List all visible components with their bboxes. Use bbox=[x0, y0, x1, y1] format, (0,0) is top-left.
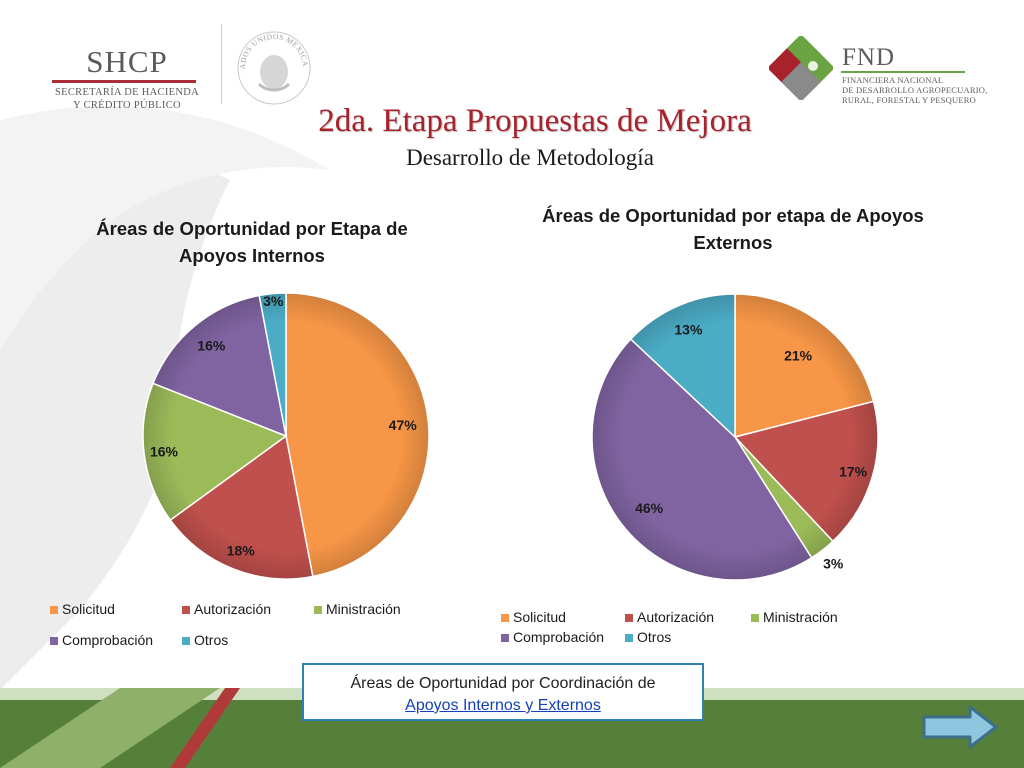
chart-title-line: Áreas de Oportunidad por Etapa de bbox=[96, 218, 407, 239]
pie-data-label: 16% bbox=[150, 443, 179, 459]
footer-diagonal bbox=[0, 688, 220, 768]
pie-slice-autorización bbox=[733, 400, 879, 543]
header-divider bbox=[221, 24, 222, 104]
legend-label: Autorización bbox=[637, 609, 714, 625]
pie-data-label: 18% bbox=[227, 542, 256, 558]
legend-label: Otros bbox=[194, 632, 228, 648]
next-slide-arrow-icon[interactable] bbox=[920, 704, 1000, 750]
national-seal-logo: ESTADOS UNIDOS MEXICANOS bbox=[233, 26, 311, 105]
legend-swatch bbox=[751, 614, 759, 622]
pie-data-label: 3% bbox=[823, 556, 844, 572]
shcp-logo-name: SHCP bbox=[86, 44, 168, 79]
pie-slice-otros bbox=[258, 292, 287, 437]
background-swoosh bbox=[0, 155, 230, 690]
legend-swatch bbox=[182, 637, 190, 645]
pie-slice-autorización bbox=[169, 434, 314, 580]
pie-data-label: 46% bbox=[635, 500, 664, 516]
legend-swatch bbox=[50, 637, 58, 645]
fnd-logo-name: FND bbox=[842, 44, 896, 71]
legend-swatch bbox=[625, 634, 633, 642]
pie-data-label: 21% bbox=[784, 348, 813, 364]
legend-label: Autorización bbox=[194, 601, 271, 617]
pie-data-label: 3% bbox=[263, 293, 284, 309]
legend-label: Solicitud bbox=[62, 601, 115, 617]
fnd-logo-subtitle-3: RURAL, FORESTAL Y PESQUERO bbox=[842, 95, 976, 105]
pie-data-label: 17% bbox=[839, 463, 868, 479]
pie-slice-solicitud bbox=[734, 293, 875, 438]
legend-swatch bbox=[501, 614, 509, 622]
pie-data-label: 16% bbox=[197, 338, 226, 354]
legend-swatch bbox=[314, 606, 322, 614]
shcp-logo: SHCP SECRETARÍA DE HACIENDA Y CRÉDITO PÚ… bbox=[52, 44, 202, 114]
shcp-logo-subtitle-2: Y CRÉDITO PÚBLICO bbox=[73, 100, 181, 111]
link-box-text: Áreas de Oportunidad por Coordinación de bbox=[350, 675, 656, 692]
slide-subtitle: Desarrollo de Metodología bbox=[406, 145, 654, 170]
fnd-logo-subtitle-1: FINANCIERA NACIONAL bbox=[842, 75, 944, 85]
legend-label: Otros bbox=[637, 629, 671, 645]
slide-title: 2da. Etapa Propuestas de Mejora bbox=[318, 103, 752, 139]
coordination-link-box: Áreas de Oportunidad por Coordinación de… bbox=[302, 663, 704, 721]
pie-slice-solicitud bbox=[285, 292, 430, 578]
legend-label: Ministración bbox=[763, 609, 838, 625]
pie-data-label: 13% bbox=[674, 321, 703, 337]
pie-slice-comprobación bbox=[591, 338, 813, 581]
pie-data-label: 47% bbox=[389, 417, 418, 433]
legend-label: Ministración bbox=[326, 601, 401, 617]
legend-label: Comprobación bbox=[513, 629, 604, 645]
background-swoosh-2 bbox=[0, 106, 330, 350]
chart-title-line: Externos bbox=[693, 232, 772, 253]
legend-swatch bbox=[625, 614, 633, 622]
fnd-logo-rule bbox=[841, 71, 965, 73]
pie-slice-otros bbox=[629, 293, 736, 439]
pie-slice-ministración bbox=[142, 382, 288, 522]
legend-label: Comprobación bbox=[62, 632, 153, 648]
legend-label: Solicitud bbox=[513, 609, 566, 625]
legend-swatch bbox=[182, 606, 190, 614]
legend-swatch bbox=[501, 634, 509, 642]
shcp-logo-subtitle-1: SECRETARÍA DE HACIENDA bbox=[54, 87, 199, 98]
fnd-logo-mark bbox=[769, 36, 833, 100]
chart-title-line: Áreas de Oportunidad por etapa de Apoyos bbox=[542, 205, 924, 226]
fnd-logo-subtitle-2: DE DESARROLLO AGROPECUARIO, bbox=[842, 85, 988, 95]
footer-red-stripe bbox=[170, 688, 240, 768]
chart-title-line: Apoyos Internos bbox=[179, 245, 325, 266]
pie-slice-comprobación bbox=[152, 294, 287, 438]
apoyos-link[interactable]: Apoyos Internos y Externos bbox=[405, 697, 601, 714]
shcp-logo-rule bbox=[52, 80, 196, 83]
legend-swatch bbox=[50, 606, 58, 614]
